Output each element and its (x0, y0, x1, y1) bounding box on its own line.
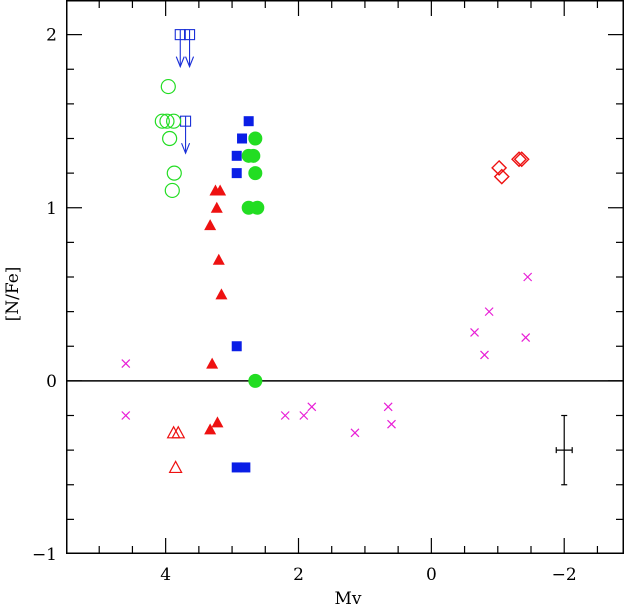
data-point-filled-square (240, 462, 251, 473)
y-tick-label: 0 (46, 372, 57, 392)
error-bar (555, 414, 573, 486)
plot-frame (66, 0, 624, 554)
data-point-open-circle (162, 130, 178, 147)
y-tick-label: 2 (46, 26, 57, 46)
data-point-cross (521, 333, 531, 343)
data-point-cross (484, 307, 494, 317)
data-point-cross (383, 402, 393, 412)
data-points (121, 29, 573, 486)
data-point-filled-circle (248, 131, 263, 146)
x-tick-label: −2 (552, 565, 577, 585)
y-axis-label: [N/Fe] (3, 267, 23, 322)
y-tick-label: −1 (32, 545, 57, 565)
data-point-filled-triangle (204, 219, 217, 231)
data-point-filled-triangle (210, 201, 223, 213)
data-point-open-circle (159, 113, 175, 129)
x-tick-label: 2 (293, 565, 304, 585)
data-point-filled-triangle (204, 423, 217, 435)
data-point-filled-square (231, 462, 242, 473)
data-point-upper-limit (184, 29, 196, 69)
data-point-cross (307, 402, 317, 412)
data-point-open-circle (160, 78, 176, 95)
data-point-cross (480, 350, 489, 360)
data-point-cross (387, 419, 396, 429)
data-point-open-triangle (171, 425, 186, 439)
x-tick-label: 4 (160, 565, 171, 585)
data-point-upper-limit (174, 29, 186, 69)
data-point-cross (299, 411, 309, 420)
data-point-filled-circle (246, 148, 261, 163)
x-axis-label: Mv (334, 589, 361, 607)
data-point-cross (121, 359, 131, 368)
x-tick-label: 0 (426, 565, 437, 585)
data-point-upper-limit (180, 115, 192, 155)
data-point-open-circle (164, 182, 180, 199)
axes: 4 2 0 −2 −1 0 1 2 (32, 0, 624, 585)
data-point-open-diamond (513, 151, 530, 168)
data-point-cross (280, 411, 290, 420)
data-point-filled-triangle (211, 416, 224, 428)
data-point-filled-triangle (206, 357, 219, 369)
data-point-filled-square (237, 133, 248, 144)
data-point-cross (350, 428, 360, 438)
data-point-open-diamond (493, 168, 510, 185)
data-point-open-triangle (168, 460, 183, 474)
data-point-open-diamond (511, 151, 528, 168)
data-point-filled-square (243, 116, 254, 127)
data-point-open-diamond (491, 159, 508, 176)
data-point-open-circle (166, 165, 182, 181)
axis-labels: Mv [N/Fe] (3, 267, 362, 607)
data-point-filled-square (231, 150, 242, 161)
data-point-filled-triangle (215, 288, 228, 300)
data-point-filled-square (231, 341, 242, 352)
y-tick-label: 1 (46, 199, 57, 219)
data-point-filled-circle (248, 373, 263, 388)
data-point-open-circle (166, 113, 182, 129)
data-point-filled-circle (250, 200, 265, 215)
data-point-filled-triangle (212, 253, 225, 265)
data-point-cross (470, 327, 479, 337)
data-point-cross (121, 411, 131, 420)
data-point-filled-circle (248, 166, 263, 181)
data-point-filled-square (231, 168, 242, 179)
data-point-open-circle (154, 113, 170, 129)
data-point-cross (523, 272, 533, 282)
data-point-filled-triangle (214, 184, 227, 196)
